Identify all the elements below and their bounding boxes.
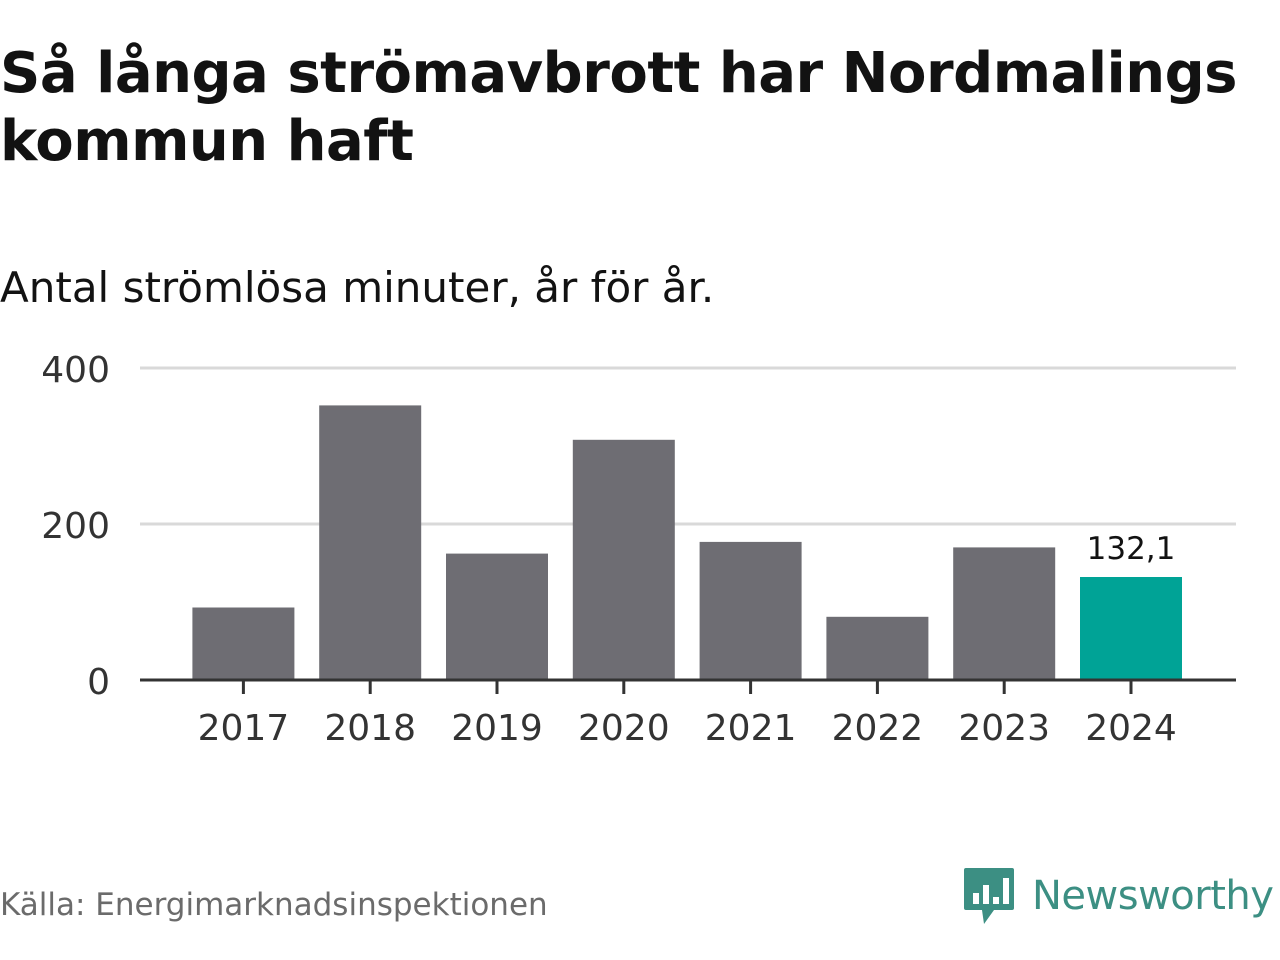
y-tick-label-400: 400 xyxy=(41,350,110,391)
newsworthy-chart-logo-icon xyxy=(964,868,1014,924)
bar-2022 xyxy=(826,616,929,680)
x-tick-label-2019: 2019 xyxy=(451,708,543,749)
bar-2024 xyxy=(1080,577,1182,680)
x-tick-label-2021: 2021 xyxy=(705,708,797,749)
bar-2020 xyxy=(572,439,675,680)
bar-2021 xyxy=(699,541,802,680)
y-tick-label-200: 200 xyxy=(41,506,110,547)
bar-2023 xyxy=(953,547,1056,680)
x-tick-label-2024: 2024 xyxy=(1085,708,1177,749)
x-tick-label-2018: 2018 xyxy=(324,708,416,749)
label-layer: 0 200 400 2017 2018 2019 2020 2021 2022 2023 2024 1… xyxy=(41,350,1177,749)
bar-2017 xyxy=(192,607,295,680)
chart-title: Så långa strömavbrott har Nordmalings ko… xyxy=(0,41,1238,174)
x-tick-label-2017: 2017 xyxy=(198,708,290,749)
source-note: Källa: Energimarknadsinspektionen xyxy=(0,887,548,923)
bar-chart: 0 200 400 2017 2018 2019 2020 2021 2022 2023 2024 1… xyxy=(41,350,1236,749)
brand-logo: Newsworthy xyxy=(962,864,1274,928)
bar-layer xyxy=(192,405,1182,680)
x-tick-label-2023: 2023 xyxy=(958,708,1050,749)
bar-2019 xyxy=(446,553,548,680)
x-tick-label-2020: 2020 xyxy=(578,708,670,749)
brand-name: Newsworthy xyxy=(1032,873,1274,919)
grid-layer xyxy=(140,366,1236,526)
bar-2018 xyxy=(319,405,422,680)
x-tick-label-2022: 2022 xyxy=(832,708,924,749)
data-label-2024: 132,1 xyxy=(1087,531,1176,567)
chart-subtitle: Antal strömlösa minuter, år för år. xyxy=(0,263,715,312)
axis-layer xyxy=(140,678,1236,694)
y-tick-label-0: 0 xyxy=(87,662,110,703)
